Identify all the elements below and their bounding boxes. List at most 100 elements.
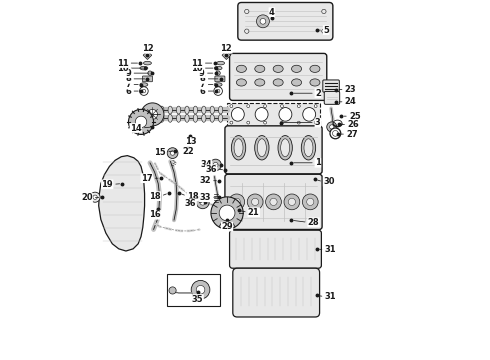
FancyBboxPatch shape <box>215 76 225 82</box>
Text: 9: 9 <box>199 69 205 78</box>
Circle shape <box>93 195 97 199</box>
FancyBboxPatch shape <box>167 274 220 306</box>
Circle shape <box>330 128 341 139</box>
Ellipse shape <box>219 106 223 114</box>
Ellipse shape <box>202 114 206 122</box>
Ellipse shape <box>176 106 181 114</box>
Circle shape <box>288 198 295 206</box>
Circle shape <box>140 87 148 95</box>
Circle shape <box>256 15 270 28</box>
Ellipse shape <box>160 114 164 122</box>
Text: 21: 21 <box>248 208 260 217</box>
Text: 12: 12 <box>142 44 153 53</box>
Circle shape <box>135 116 147 128</box>
Text: 3: 3 <box>315 118 320 127</box>
Ellipse shape <box>301 136 316 160</box>
Text: 7: 7 <box>200 80 205 89</box>
Ellipse shape <box>168 106 172 114</box>
FancyBboxPatch shape <box>323 80 339 92</box>
Circle shape <box>314 121 317 124</box>
FancyBboxPatch shape <box>143 76 152 82</box>
Ellipse shape <box>185 114 189 122</box>
Circle shape <box>245 29 249 33</box>
Circle shape <box>128 109 153 134</box>
Text: 29: 29 <box>221 222 233 231</box>
Circle shape <box>307 198 314 206</box>
Circle shape <box>213 162 218 167</box>
Ellipse shape <box>193 114 197 122</box>
Circle shape <box>210 159 221 171</box>
Ellipse shape <box>217 61 224 65</box>
Ellipse shape <box>257 139 267 157</box>
Circle shape <box>270 198 277 206</box>
Ellipse shape <box>278 136 293 160</box>
Circle shape <box>264 121 267 124</box>
Ellipse shape <box>236 65 246 72</box>
Text: 32: 32 <box>199 176 211 185</box>
Ellipse shape <box>303 108 316 121</box>
Ellipse shape <box>234 139 243 157</box>
Circle shape <box>297 105 300 108</box>
Circle shape <box>141 103 164 126</box>
Text: 31: 31 <box>324 292 336 301</box>
Text: 22: 22 <box>182 147 194 156</box>
Circle shape <box>247 194 263 210</box>
FancyBboxPatch shape <box>324 91 340 104</box>
Circle shape <box>327 122 337 132</box>
Ellipse shape <box>140 83 148 86</box>
Text: 25: 25 <box>349 112 361 121</box>
Circle shape <box>264 105 267 108</box>
Circle shape <box>247 121 250 124</box>
Circle shape <box>219 205 235 221</box>
Ellipse shape <box>202 106 206 114</box>
Circle shape <box>216 89 220 93</box>
Ellipse shape <box>210 114 214 122</box>
Ellipse shape <box>185 106 189 114</box>
Text: 13: 13 <box>185 138 196 147</box>
Ellipse shape <box>255 79 265 86</box>
Circle shape <box>196 285 205 294</box>
Circle shape <box>330 125 334 129</box>
FancyBboxPatch shape <box>238 3 333 40</box>
Circle shape <box>90 192 100 202</box>
Circle shape <box>260 18 266 24</box>
Text: 31: 31 <box>324 246 336 255</box>
Ellipse shape <box>231 108 245 121</box>
Text: 18: 18 <box>149 192 161 201</box>
Text: 30: 30 <box>323 177 335 186</box>
Text: 23: 23 <box>344 85 356 94</box>
Ellipse shape <box>193 106 197 114</box>
Text: 17: 17 <box>141 174 152 183</box>
Circle shape <box>266 194 281 210</box>
Ellipse shape <box>236 79 246 86</box>
Circle shape <box>211 197 243 229</box>
Text: 26: 26 <box>347 120 359 129</box>
Text: 14: 14 <box>130 123 142 132</box>
Text: 4: 4 <box>269 8 275 17</box>
FancyBboxPatch shape <box>230 53 327 100</box>
FancyBboxPatch shape <box>233 268 319 317</box>
Ellipse shape <box>273 79 283 86</box>
Ellipse shape <box>292 79 301 86</box>
Ellipse shape <box>176 114 181 122</box>
Ellipse shape <box>292 65 301 72</box>
Text: 12: 12 <box>220 44 232 53</box>
Text: 6: 6 <box>200 86 205 95</box>
Circle shape <box>196 196 209 209</box>
Text: 8: 8 <box>125 75 131 84</box>
Circle shape <box>302 194 318 210</box>
Text: 27: 27 <box>346 130 358 139</box>
Circle shape <box>216 71 220 75</box>
Ellipse shape <box>304 139 313 157</box>
Circle shape <box>191 280 210 299</box>
Ellipse shape <box>231 136 245 160</box>
FancyBboxPatch shape <box>227 103 320 126</box>
Ellipse shape <box>279 108 292 121</box>
Circle shape <box>322 9 326 14</box>
Circle shape <box>200 199 205 205</box>
Circle shape <box>245 9 249 14</box>
Ellipse shape <box>140 66 148 70</box>
Ellipse shape <box>144 61 151 65</box>
Text: 20: 20 <box>81 193 93 202</box>
FancyBboxPatch shape <box>225 126 322 174</box>
